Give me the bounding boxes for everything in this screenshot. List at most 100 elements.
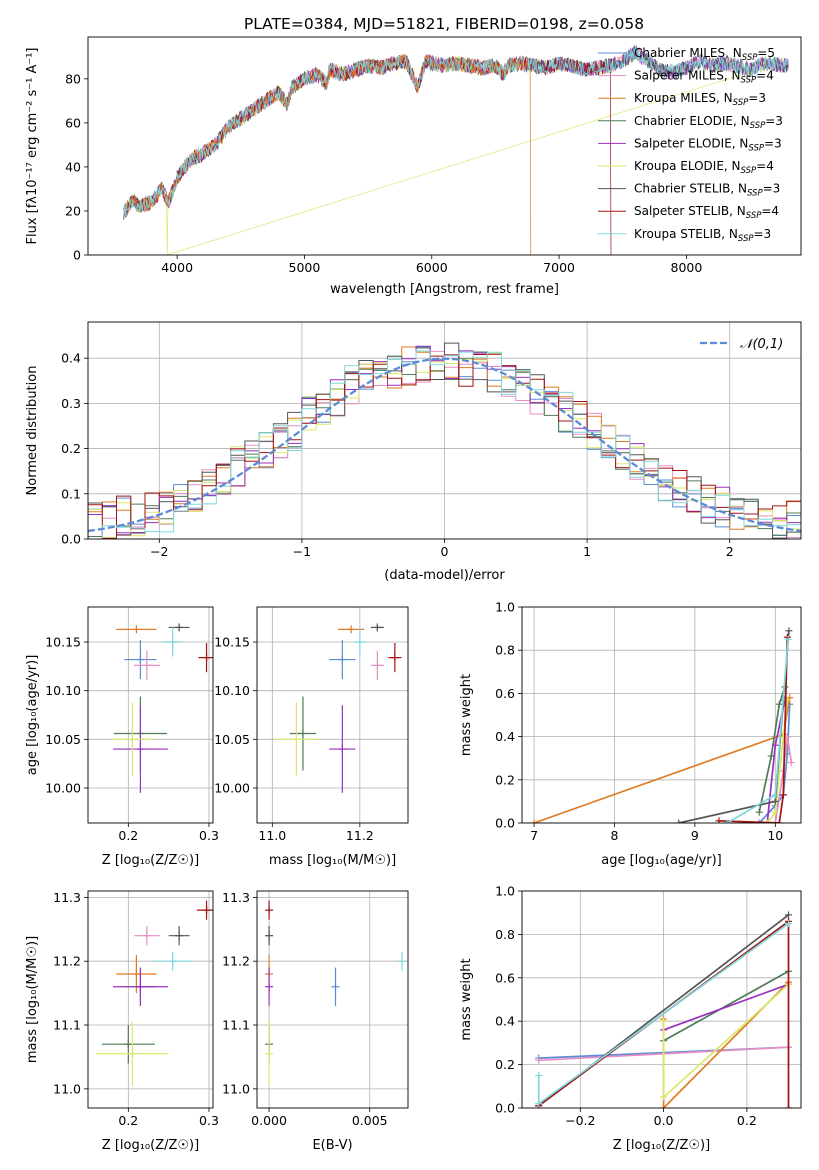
axes-frame: [521, 890, 802, 1109]
legend-entry: Salpeter ELODIE, NSSP=3: [634, 136, 782, 153]
y-tick-label: 0.6: [495, 686, 515, 701]
figure-title: PLATE=0384, MJD=51821, FIBERID=0198, z=0…: [244, 15, 644, 33]
plot-area: [88, 891, 213, 1108]
x-axis-label: mass [log₁₀(M/M☉)]: [269, 853, 396, 868]
y-tick-label: 0.0: [495, 816, 515, 831]
errorbar-point: [265, 926, 274, 946]
y-tick-label: 11.3: [222, 890, 250, 905]
plot-area: [522, 891, 801, 1108]
y-tick-label: 11.3: [53, 890, 81, 905]
x-tick-label: 1: [583, 544, 591, 559]
errorbar-point: [112, 702, 153, 777]
x-tick-label: 0.0: [654, 1113, 674, 1128]
x-tick-label: 0.2: [118, 828, 138, 843]
axes-frame: [87, 890, 214, 1109]
y-tick-label: 0.8: [495, 927, 515, 942]
x-tick-label: 6000: [416, 260, 448, 275]
y-tick-label: 0.4: [495, 729, 515, 744]
y-axis-label: Flux [fλ10⁻¹⁷ erg cm⁻² s⁻¹ A⁻¹]: [25, 48, 40, 245]
x-tick-label: 0.005: [352, 1113, 388, 1128]
panel-spectrum: 4000 5000 6000 7000 8000 0 20 40 60 80 wavelength …: [25, 36, 802, 297]
errorbar-point: [168, 926, 190, 946]
plot-area: [522, 607, 801, 823]
errorbar-point: [274, 702, 319, 777]
panel-weight_vs_Z: −0.2 0.0 0.2 0.0 0.2 0.4 0.6 0.8 1.0 Z [log₁₀(Z/Z…: [459, 884, 802, 1153]
errorbar-point: [265, 967, 274, 1006]
panel-mass_vs_ebv: 0.000 0.005 11.0 11.1 11.2 11.3 E(B-V): [222, 890, 409, 1153]
x-tick-label: 5000: [289, 260, 321, 275]
errorbar-point: [370, 650, 384, 680]
errorbar-point: [113, 705, 168, 793]
errorbar-point: [329, 640, 356, 679]
weight-line: [718, 637, 789, 823]
spectrum-line: [123, 45, 789, 220]
x-axis-label: Z [log₁₀(Z/Z☉)]: [102, 1138, 199, 1153]
errorbar-point: [96, 1021, 169, 1086]
panel-residuals: −2 −1 0 1 2 0.0 0.1 0.2 0.3 0.4 (data-model)/error…: [25, 321, 802, 583]
weight-line: [662, 983, 790, 1100]
x-tick-label: 0.2: [737, 1113, 757, 1128]
axes-frame: [87, 36, 802, 256]
weight-line: [678, 630, 790, 823]
y-tick-label: 60: [65, 115, 81, 130]
errorbar-point: [101, 1025, 155, 1064]
y-tick-label: 0.3: [61, 396, 81, 411]
axes-frame: [256, 606, 409, 824]
errorbar-point: [388, 643, 402, 673]
y-tick-label: 10.00: [45, 780, 81, 795]
errorbar-point: [353, 627, 367, 657]
x-tick-label: 7: [530, 828, 538, 843]
normal-curve: [88, 357, 801, 533]
legend-entry: Chabrier ELODIE, NSSP=3: [634, 114, 783, 131]
x-tick-label: 8: [610, 828, 618, 843]
errorbar-point: [113, 967, 168, 1006]
y-tick-label: 0.6: [495, 970, 515, 985]
weight-line: [774, 736, 793, 823]
y-axis-label: age [log₁₀(age/yr)]: [25, 655, 40, 776]
plot-area: [257, 607, 408, 823]
errorbar-point: [331, 967, 340, 1006]
errorbar-point: [124, 640, 157, 679]
y-tick-label: 10.05: [214, 732, 250, 747]
errorbar-point: [289, 696, 317, 771]
errorbar-point: [265, 1021, 274, 1086]
x-tick-label: 11.0: [258, 828, 286, 843]
legend-entry: 𝒩(0,1): [740, 337, 783, 352]
y-tick-label: 0.4: [61, 351, 81, 366]
y-tick-label: 10.10: [45, 683, 81, 698]
y-tick-label: 0.4: [495, 1014, 515, 1029]
errorbar-point: [152, 951, 193, 971]
panel-age_vs_mass: 11.0 11.2 10.00 10.05 10.10 10.15 mass [log₁₀(…: [214, 606, 409, 868]
y-tick-label: 40: [65, 159, 81, 174]
x-tick-label: 0.3: [199, 828, 219, 843]
x-tick-label: −2: [150, 544, 168, 559]
y-tick-label: 11.2: [222, 954, 250, 969]
x-tick-label: 8000: [671, 260, 703, 275]
y-tick-label: 0.0: [495, 1101, 515, 1116]
legend-entry: Kroupa ELODIE, NSSP=4: [634, 159, 774, 176]
panel-weight_vs_age: 7 8 9 10 0.0 0.2 0.4 0.6 0.8 1.0 age [log₁₀(age/yr…: [459, 600, 802, 868]
x-axis-label: age [log₁₀(age/yr)]: [601, 853, 722, 868]
x-tick-label: 11.2: [346, 828, 374, 843]
x-axis-label: (data-model)/error: [384, 568, 505, 583]
x-tick-label: 2: [726, 544, 734, 559]
y-tick-label: 80: [65, 71, 81, 86]
y-tick-label: 11.1: [222, 1018, 250, 1033]
weight-line: [758, 686, 786, 813]
x-tick-label: 10: [767, 828, 783, 843]
legend-entry: Chabrier MILES, NSSP=5: [634, 46, 775, 63]
plot-area: [257, 891, 408, 1108]
plot-area: [88, 607, 213, 823]
weight-line: [533, 697, 791, 823]
panel-mass_vs_Z: 0.2 0.3 11.0 11.1 11.2 11.3 Z [log₁₀(Z/Z☉)] mas…: [25, 890, 219, 1153]
x-tick-label: −1: [293, 544, 311, 559]
weight-line: [663, 970, 789, 1042]
y-tick-label: 11.0: [222, 1081, 250, 1096]
y-tick-label: 1.0: [495, 884, 515, 899]
errorbar-point: [329, 705, 356, 793]
errorbar-point: [370, 623, 384, 632]
errorbar-point: [133, 926, 160, 946]
y-axis-label: mass weight: [459, 958, 474, 1040]
y-axis-label: mass [log₁₀(M/M☉)]: [25, 936, 40, 1063]
